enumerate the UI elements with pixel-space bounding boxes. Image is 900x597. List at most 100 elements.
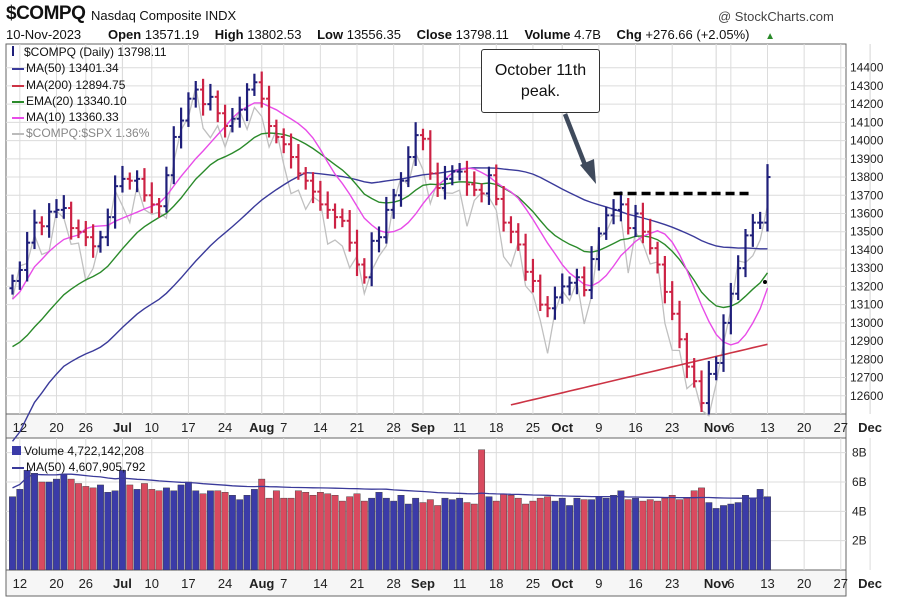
volume-bar <box>280 497 288 571</box>
volume-bar <box>309 495 317 571</box>
volume-bar <box>646 499 654 571</box>
volume-bar <box>551 500 559 571</box>
volume-bar <box>272 490 280 571</box>
x-tick-label: 13 <box>760 576 774 591</box>
volume-bar <box>500 493 508 571</box>
volume-bar <box>588 499 595 571</box>
volume-bar <box>126 484 134 571</box>
volume-bar <box>529 500 537 571</box>
x-tick-label: 20 <box>49 576 63 591</box>
volume-bar <box>192 490 200 571</box>
volume-bar <box>712 508 720 571</box>
volume-bar <box>764 496 771 571</box>
volume-bar <box>185 481 192 571</box>
volume-bar <box>331 495 339 571</box>
volume-bar <box>353 493 361 571</box>
line-swatch-icon <box>12 67 24 70</box>
price-panel-frame <box>5 43 847 415</box>
volume-bar <box>705 502 713 571</box>
volume-bar <box>404 503 412 571</box>
volume-bar <box>207 490 214 571</box>
x-tick-label: 9 <box>595 576 602 591</box>
x-tick-label: Aug <box>249 420 274 435</box>
volume-bar <box>265 497 273 571</box>
line-swatch-icon <box>12 132 24 135</box>
x-tick-label: Jul <box>113 420 132 435</box>
y-tick-label: 13800 <box>850 170 884 184</box>
x-tick-label: 12 <box>13 576 27 591</box>
y-tick-label: 13500 <box>850 225 884 239</box>
annotation-arrow <box>562 113 590 171</box>
x-tick-label: Nov <box>704 420 729 435</box>
x-tick-label: 6 <box>727 576 734 591</box>
volume-label: Volume <box>524 27 571 42</box>
x-tick-label: 9 <box>595 420 602 435</box>
volume-bar <box>338 500 346 571</box>
volume-bar <box>749 497 757 571</box>
volume-bar <box>104 492 112 571</box>
line-swatch-icon <box>12 466 24 469</box>
vol-tick-label: 8B <box>852 446 867 460</box>
vol-tick-label: 2B <box>852 534 867 548</box>
symbol-title: $COMPQ <box>6 3 86 24</box>
volume-bar <box>639 500 647 571</box>
x-tick-label: Dec <box>858 576 882 591</box>
volume-bar <box>544 496 551 571</box>
y-tick-label: 12700 <box>850 371 884 385</box>
volume-bar <box>632 497 639 571</box>
x-tick-label: Sep <box>411 576 435 591</box>
y-tick-label: 13700 <box>850 188 884 202</box>
legend-price: $COMPQ (Daily) 13798.11 <box>12 45 167 59</box>
y-tick-label: 13400 <box>850 243 884 257</box>
x-tick-label: 17 <box>181 420 195 435</box>
symbol-description: Nasdaq Composite INDX <box>91 8 237 23</box>
volume-bar <box>141 483 148 571</box>
volume-bar <box>228 495 236 571</box>
chg-label: Chg <box>616 27 642 42</box>
x-tick-label: 24 <box>218 576 232 591</box>
volume-bar <box>595 496 603 571</box>
stockcharts-brand: @ StockCharts.com <box>718 9 834 24</box>
volume-bar <box>727 503 735 571</box>
x-tick-label: 16 <box>628 420 642 435</box>
volume-bar <box>53 478 60 571</box>
volume-bar <box>668 495 676 571</box>
legend-ema20: EMA(20) 13340.10 <box>12 94 127 108</box>
legend-ratio: $COMPQ:$SPX 1.36% <box>12 126 149 140</box>
x-tick-label: 11 <box>453 420 467 435</box>
y-tick-label: 13100 <box>850 298 884 312</box>
volume-bar <box>485 496 493 571</box>
volume-bar <box>624 499 632 571</box>
x-tick-label: 25 <box>526 576 540 591</box>
volume-bar <box>441 497 449 571</box>
volume-bar <box>617 490 625 571</box>
volume-bar <box>16 489 24 571</box>
volume-bar <box>742 495 749 571</box>
annotation-line-1: October 11th <box>494 62 587 79</box>
x-tick-label: 26 <box>79 420 93 435</box>
close-label: Close <box>416 27 452 42</box>
x-tick-label: Oct <box>551 420 573 435</box>
volume-bar <box>360 500 368 571</box>
volume-bar <box>610 495 617 571</box>
volume-bar <box>580 499 588 571</box>
volume-bar <box>214 490 222 571</box>
volume-bar <box>45 481 53 571</box>
volume-bar <box>375 492 383 571</box>
volume-bar <box>690 490 698 571</box>
x-tick-label: 13 <box>760 420 774 435</box>
x-tick-label: 28 <box>386 420 400 435</box>
volume-bar <box>602 497 610 571</box>
x-tick-label: 16 <box>628 576 642 591</box>
volume-bar <box>243 495 251 571</box>
volume-bar <box>507 495 515 571</box>
volume-bar <box>573 497 581 571</box>
volume-bar <box>258 478 266 571</box>
x-tick-label: Oct <box>551 576 573 591</box>
volume-bar <box>31 473 38 571</box>
x-tick-label: 21 <box>350 420 364 435</box>
x-tick-label: 18 <box>489 420 503 435</box>
legend-ma10: MA(10) 13360.33 <box>12 110 119 124</box>
bar-icon <box>12 46 21 56</box>
volume-bar <box>324 493 332 571</box>
